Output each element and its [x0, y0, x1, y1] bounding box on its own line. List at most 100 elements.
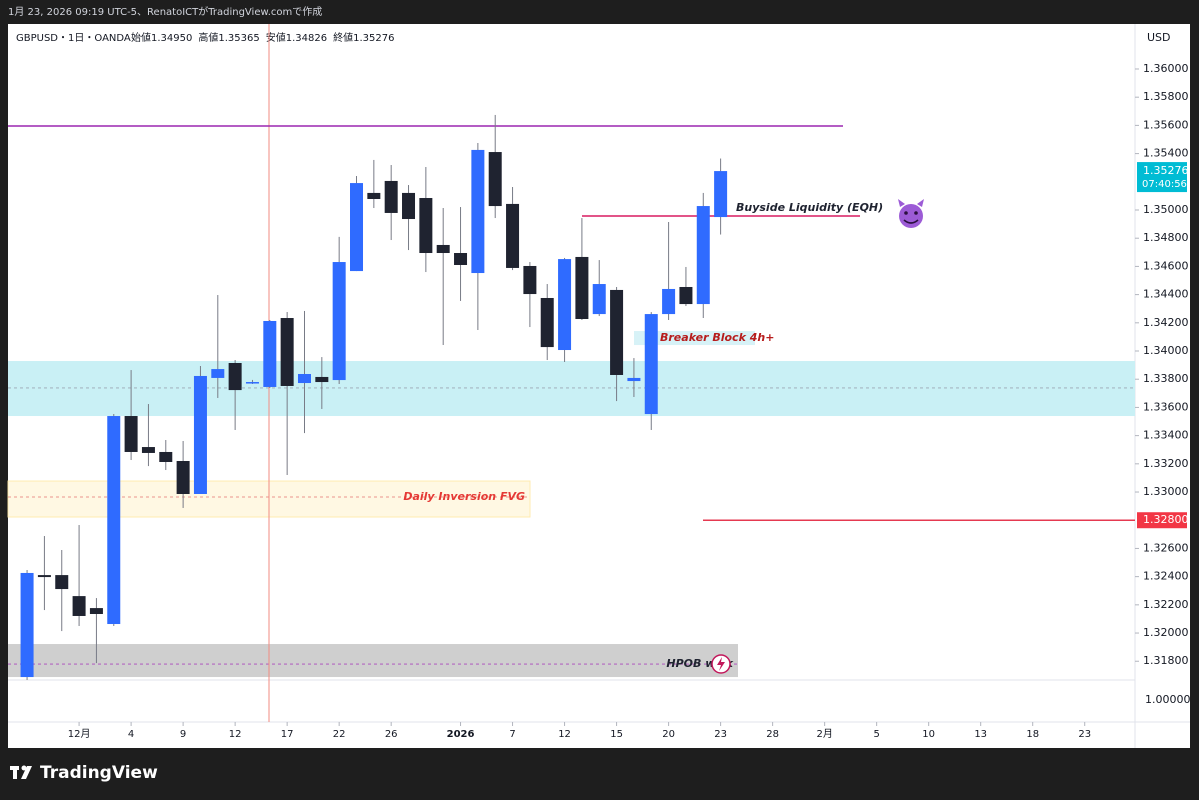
breaker-label: Breaker Block 4h+ [660, 331, 774, 344]
x-tick-label: 22 [333, 729, 346, 740]
candle-body [714, 171, 728, 218]
last-price-tag [1137, 162, 1187, 193]
emoji-mouth [903, 219, 919, 224]
legend: GBPUSD・1日・OANDA 始値 1.34950 高値 1.35365 安値 1.348… [16, 31, 394, 44]
y-tick-label: 1.32000 [1143, 626, 1189, 639]
red-level-tag [1137, 512, 1187, 529]
zone [8, 644, 738, 678]
candle-body [72, 596, 86, 616]
emoji-eye [914, 211, 918, 215]
candle-body [332, 262, 346, 381]
candle-body [523, 265, 537, 295]
candle-body [436, 244, 450, 254]
legend-value: 1.35276 [353, 33, 394, 44]
candle-body [315, 376, 329, 383]
candle-body [37, 575, 51, 578]
x-tick-label: 12 [229, 729, 242, 740]
candle-body [193, 375, 207, 495]
x-tick-label: 23 [1078, 729, 1091, 740]
candle-body [402, 192, 416, 220]
last-price-label: 1.35276 [1143, 164, 1189, 177]
symbol: GBPUSD・1日・OANDA [16, 33, 131, 44]
x-tick-label: 2026 [447, 729, 475, 740]
y-tick-label: 1.34800 [1143, 231, 1189, 244]
candle-body [696, 206, 710, 305]
candle-body [124, 416, 138, 452]
extra-scale-label: 1.00000 [1145, 693, 1191, 706]
candle-body [176, 461, 190, 495]
y-tick-label: 1.32200 [1143, 598, 1189, 611]
candle-body [280, 318, 294, 386]
legend-value: 1.34950 [151, 33, 192, 44]
candle-body [454, 253, 468, 265]
candle-body [350, 183, 364, 272]
buyside-label: Buyside Liquidity (EQH) [736, 201, 883, 214]
y-tick-label: 1.35600 [1143, 118, 1189, 131]
zone [8, 361, 1135, 417]
legend-name: 終値 [333, 31, 353, 44]
candle-body [610, 289, 624, 375]
y-tick-label: 1.33800 [1143, 372, 1189, 385]
emoji-face [899, 204, 923, 228]
y-tick-label: 1.32400 [1143, 570, 1189, 583]
candle-body [384, 180, 398, 213]
x-tick-label: 12 [558, 729, 571, 740]
legend-value: 1.34826 [286, 33, 327, 44]
breaker-box [634, 331, 755, 346]
x-tick-label: 7 [509, 729, 515, 740]
legend-name: 始値 [131, 31, 151, 44]
currency: USD [1147, 31, 1171, 44]
candle-body [592, 284, 606, 315]
alert-icon-bolt [717, 657, 725, 671]
x-tick-label: 4 [128, 729, 134, 740]
x-tick-label: 5 [873, 729, 879, 740]
candle-body [627, 377, 641, 382]
legend-value: 1.35365 [218, 33, 259, 44]
emoji-horn [917, 199, 924, 207]
x-tick-label: 12月 [68, 728, 91, 740]
candle-body [297, 373, 311, 384]
candle-body [506, 203, 520, 268]
zone-label: Daily Inversion FVG [403, 490, 525, 503]
candle-body [488, 152, 502, 207]
x-tick-label: 9 [180, 729, 186, 740]
emoji-horn [898, 199, 905, 207]
x-tick-label: 2月 [816, 728, 832, 740]
y-tick-label: 1.33000 [1143, 485, 1189, 498]
y-tick-label: 1.35000 [1143, 203, 1189, 216]
candle-body [20, 572, 34, 678]
candle-body [245, 382, 259, 384]
x-tick-label: 20 [662, 729, 675, 740]
y-tick-label: 1.34200 [1143, 316, 1189, 329]
candle-body [679, 286, 693, 305]
legend-name: 安値 [266, 31, 286, 44]
y-tick-label: 1.34000 [1143, 344, 1189, 357]
y-tick-label: 1.32600 [1143, 541, 1189, 554]
y-tick-label: 1.33600 [1143, 400, 1189, 413]
candle-body [159, 451, 173, 462]
y-tick-label: 1.35800 [1143, 90, 1189, 103]
byline: 1月 23, 2026 09:19 UTC-5、RenatoICTがTradin… [8, 5, 322, 18]
countdown: 07:40:56 [1142, 179, 1187, 190]
x-tick-label: 13 [974, 729, 987, 740]
candle-body [367, 192, 381, 199]
candle-body [471, 149, 485, 274]
candle-body [662, 288, 676, 315]
candle-body [141, 447, 155, 453]
candle-body [211, 369, 225, 378]
candle-body [107, 416, 121, 625]
x-tick-label: 18 [1026, 729, 1039, 740]
y-tick-label: 1.31800 [1143, 654, 1189, 667]
x-tick-label: 15 [610, 729, 623, 740]
y-tick-label: 1.34400 [1143, 288, 1189, 301]
red-level-tag-label: 1.32800 [1143, 513, 1189, 526]
candle-body [419, 198, 433, 254]
y-tick-label: 1.36000 [1143, 62, 1189, 75]
x-tick-label: 23 [714, 729, 727, 740]
x-tick-label: 10 [922, 729, 935, 740]
x-tick-label: 17 [281, 729, 294, 740]
x-tick-label: 26 [385, 729, 398, 740]
y-tick-label: 1.33200 [1143, 457, 1189, 470]
y-tick-label: 1.34600 [1143, 259, 1189, 272]
